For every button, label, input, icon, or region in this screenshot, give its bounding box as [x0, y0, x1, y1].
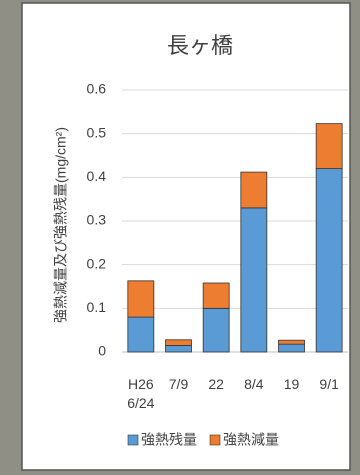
legend-swatch [210, 435, 220, 445]
chart-panel [22, 3, 350, 470]
bar-segment [279, 340, 305, 344]
bar-segment [166, 345, 192, 352]
bar-segment [316, 169, 342, 352]
x-tick-label: 8/4 [244, 376, 264, 392]
bar-segment [279, 344, 305, 352]
bar-segment [203, 283, 229, 308]
bar-segment [241, 208, 267, 352]
y-tick-label: 0.6 [87, 81, 107, 97]
bar-segment [128, 281, 154, 317]
bar-segment [166, 340, 192, 346]
page: {"chart_data": {"type": "stacked_bar", "… [0, 0, 360, 475]
y-tick-label: 0.4 [87, 168, 107, 184]
x-tick-label: 9/1 [319, 376, 339, 392]
y-tick-label: 0.1 [87, 299, 107, 315]
legend-swatch [128, 435, 138, 445]
x-tick-label: 19 [284, 376, 300, 392]
chart: 長ヶ橋 強熱減量及び強熱残量(mg/cm²) 0 0.1 0.2 0.3 0.4 0.5 0… [0, 0, 360, 475]
bar-segment [203, 308, 229, 352]
legend-label: 強熱減量 [223, 432, 279, 448]
x-tick-label: 7/9 [169, 376, 189, 392]
bar-segment [241, 172, 267, 208]
y-tick-label: 0.5 [87, 124, 107, 140]
y-tick-label: 0.2 [87, 255, 107, 271]
bar-segment [128, 317, 154, 352]
x-tick-label: 22 [208, 376, 224, 392]
bar-segment [316, 124, 342, 169]
y-tick-label: 0.3 [87, 212, 107, 228]
y-tick-label: 0 [98, 343, 106, 359]
y-axis-label: 強熱減量及び強熱残量(mg/cm²) [53, 127, 69, 323]
legend-label: 強熱残量 [141, 432, 197, 448]
chart-title: 長ヶ橋 [167, 33, 233, 58]
